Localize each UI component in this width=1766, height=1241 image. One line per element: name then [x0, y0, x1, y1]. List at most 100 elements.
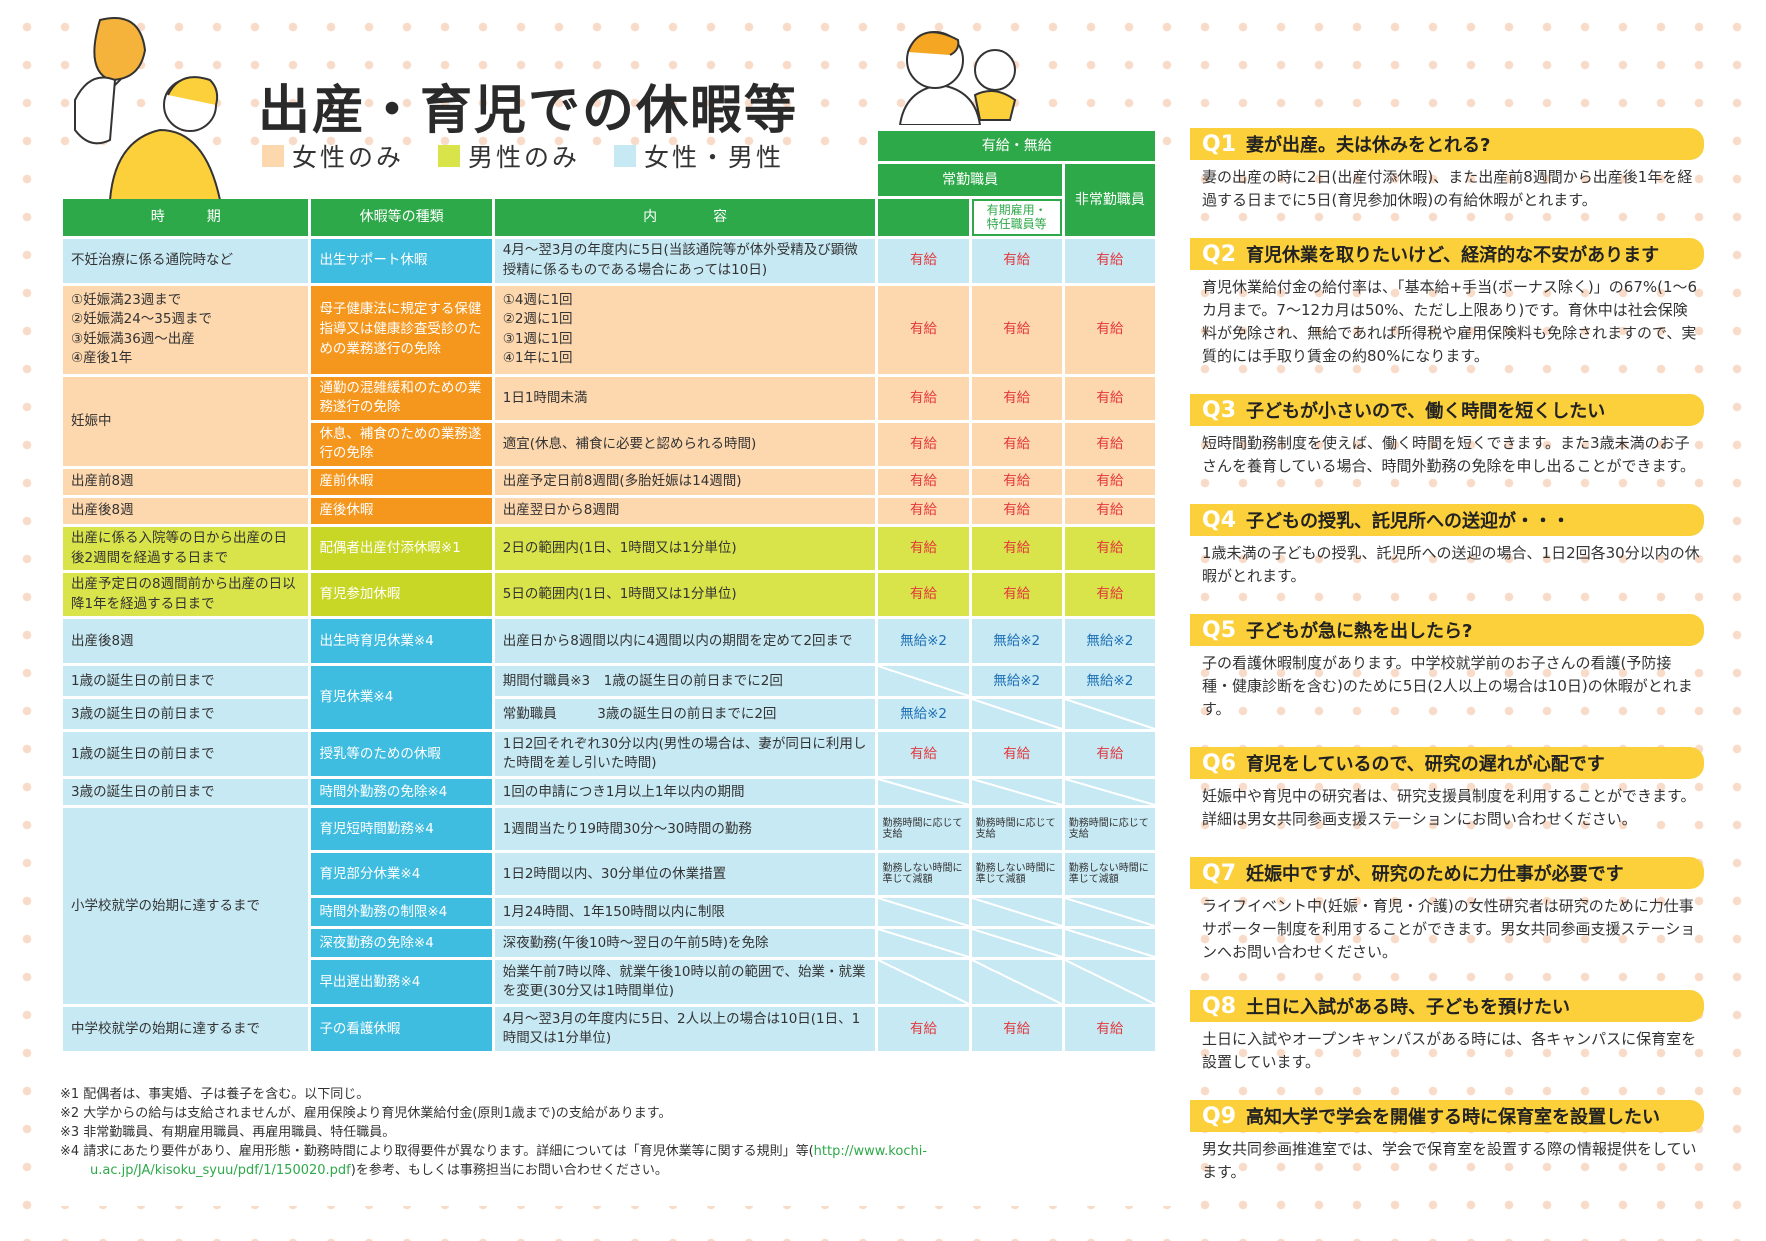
table-row: ①妊娠満23週まで ②妊娠満24～35週まで ③妊娠満36週～出産 ④産後1年 … — [63, 285, 1155, 374]
table-row: 出産後8週 出生時育児休業※4 出産日から8週間以内に4週間以内の期間を定めて2… — [63, 619, 1155, 664]
content-cell: 適宜(休息、補食に必要と認められる時間) — [494, 422, 876, 467]
faq-answer: 1歳未満の子どもの授乳、託児所への送迎の場合、1日2回各30分以内の休暇がとれま… — [1202, 544, 1700, 585]
period-cell: 1歳の誕生日の前日まで — [63, 666, 309, 697]
header-parttime: 非常勤職員 — [1064, 164, 1155, 236]
pay-cell: 有給 — [1064, 573, 1155, 617]
table-row: 3歳の誕生日の前日まで 常勤職員 3歳の誕生日の前日までに2回 無給※2 — [63, 699, 1155, 730]
table-row: 育児部分休業※4 1日2時間以内、30分単位の休業措置 勤務しない時間に準じて減… — [63, 853, 1155, 896]
pay-cell: 有給 — [878, 238, 969, 283]
faq-question-text: 子どもの授乳、託児所への送迎が・・・ — [1246, 511, 1571, 532]
content-cell: 出産予定日前8週間(多胎妊娠は14週間) — [494, 469, 876, 496]
legend-swatch — [614, 145, 637, 167]
legend-swatch — [438, 145, 461, 167]
pay-cell: 勤務しない時間に準じて減額 — [878, 853, 969, 896]
content-cell: 深夜勤務(午後10時～翌日の午前5時)を免除 — [494, 929, 876, 958]
faq-question: Q8 土日に入試がある時、子どもを預けたい — [1190, 990, 1704, 1022]
faq-item: Q8 土日に入試がある時、子どもを預けたい 土日に入試やオープンキャンパスがある時… — [1190, 990, 1710, 1074]
footnote: ※1 配偶者は、事実婚、子は養子を含む。以下同じ。 — [60, 1087, 370, 1102]
faq-number: Q1 — [1202, 131, 1237, 157]
pay-cell: 有給 — [1064, 422, 1155, 467]
faq-question: Q5 子どもが急に熱を出したら? — [1190, 614, 1704, 646]
type-cell: 出生サポート休暇 — [311, 238, 492, 283]
not-applicable-cell — [878, 779, 969, 806]
type-cell: 育児部分休業※4 — [311, 853, 492, 896]
rules-link[interactable]: http://www.kochi-u.ac.jp/JA/kisoku_syuu/… — [90, 1144, 928, 1178]
type-cell: 産後休暇 — [311, 498, 492, 525]
header-content: 内 容 — [494, 199, 876, 236]
pay-cell: 勤務しない時間に準じて減額 — [1064, 853, 1155, 896]
faq-question: Q7 妊娠中ですが、研究のために力仕事が必要です — [1190, 857, 1704, 889]
faq-question: Q4 子どもの授乳、託児所への送迎が・・・ — [1190, 504, 1704, 536]
type-cell: 育児短時間勤務※4 — [311, 808, 492, 851]
pay-cell: 有給 — [878, 527, 969, 571]
period-cell: 妊娠中 — [63, 376, 309, 467]
table-header-row: 有給・無給 — [63, 131, 1155, 161]
faq-question-text: 土日に入試がある時、子どもを預けたい — [1246, 997, 1571, 1018]
faq-question-text: 子どもが小さいので、働く時間を短くしたい — [1246, 401, 1606, 422]
pay-cell: 勤務時間に応じて支給 — [971, 808, 1062, 851]
pay-cell: 有給 — [971, 422, 1062, 467]
faq-number: Q3 — [1202, 397, 1237, 423]
pay-cell: 有給 — [878, 573, 969, 617]
not-applicable-cell — [971, 929, 1062, 958]
table-row: 1歳の誕生日の前日まで 育児休業※4 期間付職員※3 1歳の誕生日の前日までに2… — [63, 666, 1155, 730]
faq-question-text: 妊娠中ですが、研究のために力仕事が必要です — [1246, 864, 1624, 885]
pay-cell: 有給 — [878, 732, 969, 777]
table-row: 休息、補食のための業務遂行の免除 適宜(休息、補食に必要と認められる時間) 有給… — [63, 422, 1155, 467]
table-row: 時間外勤務の制限※4 1月24時間、1年150時間以内に制限 — [63, 898, 1155, 927]
table-row: 出産後8週 産後休暇 出産翌日から8週間 有給 有給 有給 — [63, 498, 1155, 525]
not-applicable-cell — [971, 960, 1062, 1005]
header-fixedterm: 有期雇用・特任職員等 — [971, 199, 1062, 236]
period-cell: 3歳の誕生日の前日まで — [63, 779, 309, 806]
pay-cell: 有給 — [1064, 1007, 1155, 1052]
mother-baby-illustration — [74, 17, 222, 200]
content-cell: 始業午前7時以降、就業午後10時以前の範囲で、始業・就業を変更(30分又は1時間… — [494, 960, 876, 1005]
faq-question-text: 妻が出産。夫は休みをとれる? — [1246, 135, 1491, 156]
table-row: 出産に係る入院等の日から出産の日後2週間を経過する日まで 配偶者出産付添休暇※1… — [63, 527, 1155, 571]
faq-question-text: 子どもが急に熱を出したら? — [1246, 621, 1473, 642]
pay-cell: 有給 — [878, 469, 969, 496]
legend-label: 女性・男性 — [644, 143, 785, 172]
faq-number: Q5 — [1202, 617, 1237, 643]
pay-cell: 有給 — [971, 573, 1062, 617]
faq-item: Q5 子どもが急に熱を出したら? 子の看護休暇制度があります。中学校就学前のお子さ… — [1190, 614, 1710, 721]
faq-answer: 子の看護休暇制度があります。中学校就学前のお子さんの看護(予防接種・健康診断を含… — [1202, 654, 1693, 718]
pay-cell: 有給 — [1064, 376, 1155, 420]
faq-number: Q9 — [1202, 1103, 1237, 1129]
pay-cell: 有給 — [878, 498, 969, 525]
type-cell: 時間外勤務の制限※4 — [311, 898, 492, 927]
pay-cell: 有給 — [971, 469, 1062, 496]
type-cell: 出生時育児休業※4 — [311, 619, 492, 664]
table-row: 1歳の誕生日の前日まで 授乳等のための休暇 1日2回それぞれ30分以内(男性の場… — [63, 732, 1155, 777]
period-cell: 中学校就学の始期に達するまで — [63, 1007, 309, 1052]
type-cell: 産前休暇 — [311, 469, 492, 496]
table-row: 不妊治療に係る通院時など 出生サポート休暇 4月～翌3月の年度内に5日(当該通院… — [63, 238, 1155, 283]
type-cell: 早出遅出勤務※4 — [311, 960, 492, 1005]
faq-answer: 育児休業給付金の給付率は、「基本給+手当(ボーナス除く)」の67%(1～6カ月ま… — [1202, 278, 1698, 365]
period-cell: 出産後8週 — [63, 619, 309, 664]
pay-cell: 無給※2 — [878, 619, 969, 664]
pay-cell: 勤務時間に応じて支給 — [878, 808, 969, 851]
faq-item: Q4 子どもの授乳、託児所への送迎が・・・ 1歳未満の子どもの授乳、託児所への送迎… — [1190, 504, 1710, 588]
type-cell: 休息、補食のための業務遂行の免除 — [311, 422, 492, 467]
pay-cell: 有給 — [971, 1007, 1062, 1052]
footnote: ※3 非常勤職員、有期雇用職員、再雇用職員、特任職員。 — [60, 1125, 396, 1140]
content-cell: 2日の範囲内(1日、1時間又は1分単位) — [494, 527, 876, 571]
footnote: ※4 請求にあたり要件があり、雇用形態・勤務時間により取得要件が異なります。詳細… — [60, 1142, 1170, 1180]
content-cell: 4月～翌3月の年度内に5日(当該通院等が体外受精及び顕微授精に係るものである場合… — [494, 238, 876, 283]
type-cell: 深夜勤務の免除※4 — [311, 929, 492, 958]
table-row: 早出遅出勤務※4 始業午前7時以降、就業午後10時以前の範囲で、始業・就業を変更… — [63, 960, 1155, 1005]
table-header-row: 常勤職員 非常勤職員 — [63, 164, 1155, 236]
not-applicable-cell — [878, 898, 969, 927]
period-cell: 出産予定日の8週間前から出産の日以降1年を経過する日まで — [63, 573, 309, 617]
faq-number: Q4 — [1202, 507, 1237, 533]
table-row: 中学校就学の始期に達するまで 子の看護休暇 4月～翌3月の年度内に5日、2人以上… — [63, 1007, 1155, 1052]
content-cell: 1回の申請につき1月以上1年以内の期間 — [494, 779, 876, 806]
header-spacer — [63, 131, 875, 161]
faq-answer: 土日に入試やオープンキャンパスがある時には、各キャンパスに保育室を設置しています… — [1202, 1030, 1697, 1071]
faq-question-text: 高知大学で学会を開催する時に保育室を設置したい — [1246, 1107, 1661, 1128]
header-pay: 有給・無給 — [878, 131, 1155, 161]
legend: 女性のみ 男性のみ 女性・男性 — [262, 138, 784, 174]
faq-item: Q6 育児をしているので、研究の遅れが心配です 妊娠中や育児中の研究者は、研究支援… — [1190, 747, 1710, 831]
period-cell: 出産後8週 — [63, 498, 309, 525]
